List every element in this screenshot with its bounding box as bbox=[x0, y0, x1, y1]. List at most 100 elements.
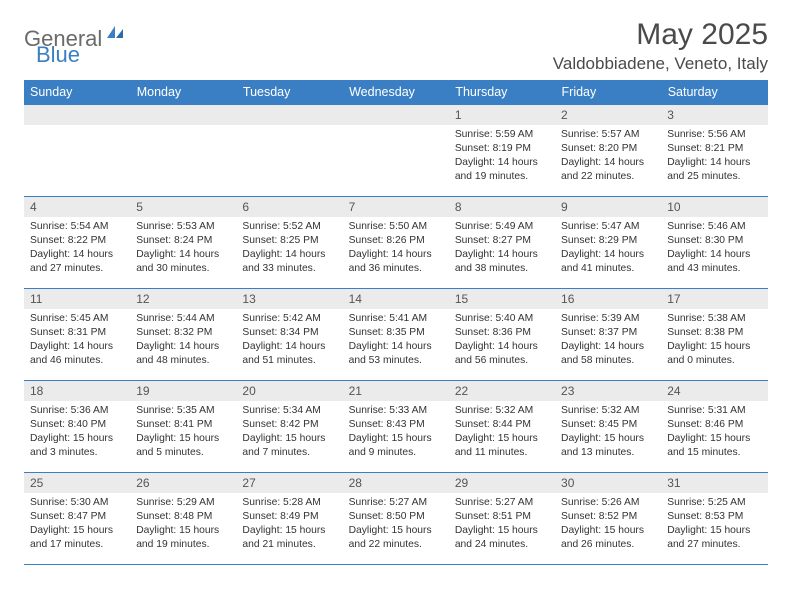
day-cell: 22Sunrise: 5:32 AMSunset: 8:44 PMDayligh… bbox=[449, 381, 555, 473]
day-details: Sunrise: 5:57 AMSunset: 8:20 PMDaylight:… bbox=[555, 125, 661, 186]
day-cell: 13Sunrise: 5:42 AMSunset: 8:34 PMDayligh… bbox=[236, 289, 342, 381]
empty-day bbox=[24, 105, 130, 125]
day-number: 28 bbox=[343, 473, 449, 493]
day-number: 30 bbox=[555, 473, 661, 493]
day-details: Sunrise: 5:30 AMSunset: 8:47 PMDaylight:… bbox=[24, 493, 130, 554]
day-details: Sunrise: 5:44 AMSunset: 8:32 PMDaylight:… bbox=[130, 309, 236, 370]
day-details: Sunrise: 5:40 AMSunset: 8:36 PMDaylight:… bbox=[449, 309, 555, 370]
day-cell: 30Sunrise: 5:26 AMSunset: 8:52 PMDayligh… bbox=[555, 473, 661, 565]
day-number: 19 bbox=[130, 381, 236, 401]
calendar-table: SundayMondayTuesdayWednesdayThursdayFrid… bbox=[24, 80, 768, 565]
day-details: Sunrise: 5:26 AMSunset: 8:52 PMDaylight:… bbox=[555, 493, 661, 554]
week-row: 1Sunrise: 5:59 AMSunset: 8:19 PMDaylight… bbox=[24, 105, 768, 197]
day-number: 15 bbox=[449, 289, 555, 309]
week-row: 11Sunrise: 5:45 AMSunset: 8:31 PMDayligh… bbox=[24, 289, 768, 381]
day-number: 7 bbox=[343, 197, 449, 217]
day-details: Sunrise: 5:46 AMSunset: 8:30 PMDaylight:… bbox=[661, 217, 767, 278]
week-row: 25Sunrise: 5:30 AMSunset: 8:47 PMDayligh… bbox=[24, 473, 768, 565]
logo-sail-icon bbox=[105, 24, 125, 45]
day-cell bbox=[236, 105, 342, 197]
weekday-header: Monday bbox=[130, 80, 236, 105]
day-cell: 1Sunrise: 5:59 AMSunset: 8:19 PMDaylight… bbox=[449, 105, 555, 197]
week-row: 18Sunrise: 5:36 AMSunset: 8:40 PMDayligh… bbox=[24, 381, 768, 473]
day-details: Sunrise: 5:38 AMSunset: 8:38 PMDaylight:… bbox=[661, 309, 767, 370]
day-number: 12 bbox=[130, 289, 236, 309]
day-number: 8 bbox=[449, 197, 555, 217]
weekday-header: Saturday bbox=[661, 80, 767, 105]
day-number: 14 bbox=[343, 289, 449, 309]
day-cell: 17Sunrise: 5:38 AMSunset: 8:38 PMDayligh… bbox=[661, 289, 767, 381]
calendar-body: 1Sunrise: 5:59 AMSunset: 8:19 PMDaylight… bbox=[24, 105, 768, 565]
day-details: Sunrise: 5:34 AMSunset: 8:42 PMDaylight:… bbox=[236, 401, 342, 462]
day-cell: 9Sunrise: 5:47 AMSunset: 8:29 PMDaylight… bbox=[555, 197, 661, 289]
day-number: 4 bbox=[24, 197, 130, 217]
day-number: 16 bbox=[555, 289, 661, 309]
day-details: Sunrise: 5:52 AMSunset: 8:25 PMDaylight:… bbox=[236, 217, 342, 278]
day-cell: 26Sunrise: 5:29 AMSunset: 8:48 PMDayligh… bbox=[130, 473, 236, 565]
day-details: Sunrise: 5:25 AMSunset: 8:53 PMDaylight:… bbox=[661, 493, 767, 554]
day-cell bbox=[130, 105, 236, 197]
calendar-page: General May 2025 Valdobbiadene, Veneto, … bbox=[0, 0, 792, 575]
day-number: 3 bbox=[661, 105, 767, 125]
day-details: Sunrise: 5:49 AMSunset: 8:27 PMDaylight:… bbox=[449, 217, 555, 278]
day-cell bbox=[343, 105, 449, 197]
day-cell: 14Sunrise: 5:41 AMSunset: 8:35 PMDayligh… bbox=[343, 289, 449, 381]
day-cell: 12Sunrise: 5:44 AMSunset: 8:32 PMDayligh… bbox=[130, 289, 236, 381]
day-cell: 4Sunrise: 5:54 AMSunset: 8:22 PMDaylight… bbox=[24, 197, 130, 289]
day-cell: 11Sunrise: 5:45 AMSunset: 8:31 PMDayligh… bbox=[24, 289, 130, 381]
empty-day bbox=[236, 105, 342, 125]
day-details: Sunrise: 5:42 AMSunset: 8:34 PMDaylight:… bbox=[236, 309, 342, 370]
day-details: Sunrise: 5:32 AMSunset: 8:44 PMDaylight:… bbox=[449, 401, 555, 462]
empty-day bbox=[130, 105, 236, 125]
day-number: 24 bbox=[661, 381, 767, 401]
day-cell: 23Sunrise: 5:32 AMSunset: 8:45 PMDayligh… bbox=[555, 381, 661, 473]
day-cell: 31Sunrise: 5:25 AMSunset: 8:53 PMDayligh… bbox=[661, 473, 767, 565]
day-cell: 29Sunrise: 5:27 AMSunset: 8:51 PMDayligh… bbox=[449, 473, 555, 565]
weekday-row: SundayMondayTuesdayWednesdayThursdayFrid… bbox=[24, 80, 768, 105]
day-cell: 20Sunrise: 5:34 AMSunset: 8:42 PMDayligh… bbox=[236, 381, 342, 473]
day-cell: 2Sunrise: 5:57 AMSunset: 8:20 PMDaylight… bbox=[555, 105, 661, 197]
day-cell: 18Sunrise: 5:36 AMSunset: 8:40 PMDayligh… bbox=[24, 381, 130, 473]
day-cell: 19Sunrise: 5:35 AMSunset: 8:41 PMDayligh… bbox=[130, 381, 236, 473]
day-details: Sunrise: 5:33 AMSunset: 8:43 PMDaylight:… bbox=[343, 401, 449, 462]
day-number: 20 bbox=[236, 381, 342, 401]
day-cell: 7Sunrise: 5:50 AMSunset: 8:26 PMDaylight… bbox=[343, 197, 449, 289]
weekday-header: Thursday bbox=[449, 80, 555, 105]
weekday-header: Tuesday bbox=[236, 80, 342, 105]
logo-text-blue: Blue bbox=[36, 42, 80, 67]
day-number: 6 bbox=[236, 197, 342, 217]
title-block: May 2025 Valdobbiadene, Veneto, Italy bbox=[553, 18, 768, 74]
location-text: Valdobbiadene, Veneto, Italy bbox=[553, 54, 768, 74]
day-cell: 24Sunrise: 5:31 AMSunset: 8:46 PMDayligh… bbox=[661, 381, 767, 473]
month-title: May 2025 bbox=[553, 18, 768, 52]
day-number: 25 bbox=[24, 473, 130, 493]
day-cell: 27Sunrise: 5:28 AMSunset: 8:49 PMDayligh… bbox=[236, 473, 342, 565]
day-details: Sunrise: 5:27 AMSunset: 8:51 PMDaylight:… bbox=[449, 493, 555, 554]
week-row: 4Sunrise: 5:54 AMSunset: 8:22 PMDaylight… bbox=[24, 197, 768, 289]
day-number: 26 bbox=[130, 473, 236, 493]
day-details: Sunrise: 5:28 AMSunset: 8:49 PMDaylight:… bbox=[236, 493, 342, 554]
day-details: Sunrise: 5:53 AMSunset: 8:24 PMDaylight:… bbox=[130, 217, 236, 278]
weekday-header: Friday bbox=[555, 80, 661, 105]
day-details: Sunrise: 5:56 AMSunset: 8:21 PMDaylight:… bbox=[661, 125, 767, 186]
day-details: Sunrise: 5:50 AMSunset: 8:26 PMDaylight:… bbox=[343, 217, 449, 278]
day-details: Sunrise: 5:36 AMSunset: 8:40 PMDaylight:… bbox=[24, 401, 130, 462]
day-number: 18 bbox=[24, 381, 130, 401]
weekday-header: Sunday bbox=[24, 80, 130, 105]
day-number: 31 bbox=[661, 473, 767, 493]
day-number: 1 bbox=[449, 105, 555, 125]
day-cell: 6Sunrise: 5:52 AMSunset: 8:25 PMDaylight… bbox=[236, 197, 342, 289]
day-number: 29 bbox=[449, 473, 555, 493]
page-header: General May 2025 Valdobbiadene, Veneto, … bbox=[24, 18, 768, 74]
day-cell: 21Sunrise: 5:33 AMSunset: 8:43 PMDayligh… bbox=[343, 381, 449, 473]
day-number: 5 bbox=[130, 197, 236, 217]
day-details: Sunrise: 5:39 AMSunset: 8:37 PMDaylight:… bbox=[555, 309, 661, 370]
day-cell: 5Sunrise: 5:53 AMSunset: 8:24 PMDaylight… bbox=[130, 197, 236, 289]
day-details: Sunrise: 5:32 AMSunset: 8:45 PMDaylight:… bbox=[555, 401, 661, 462]
day-number: 11 bbox=[24, 289, 130, 309]
day-cell: 15Sunrise: 5:40 AMSunset: 8:36 PMDayligh… bbox=[449, 289, 555, 381]
day-cell: 3Sunrise: 5:56 AMSunset: 8:21 PMDaylight… bbox=[661, 105, 767, 197]
day-number: 22 bbox=[449, 381, 555, 401]
day-details: Sunrise: 5:47 AMSunset: 8:29 PMDaylight:… bbox=[555, 217, 661, 278]
day-number: 13 bbox=[236, 289, 342, 309]
